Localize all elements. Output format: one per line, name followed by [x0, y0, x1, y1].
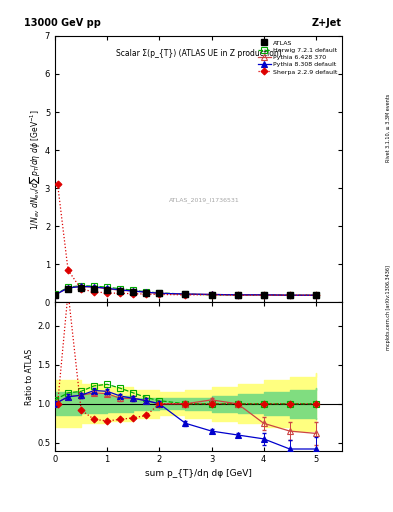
Herwig 7.2.1 default: [79, 283, 83, 289]
Text: mcplots.cern.ch [arXiv:1306.3436]: mcplots.cern.ch [arXiv:1306.3436]: [386, 265, 391, 350]
Text: 13000 GeV pp: 13000 GeV pp: [24, 18, 101, 28]
Herwig 7.2.1 default: [183, 291, 188, 297]
Pythia 6.428 370: [235, 292, 240, 298]
Pythia 6.428 370: [53, 292, 57, 298]
Pythia 8.308 default: [131, 288, 136, 294]
Herwig 7.2.1 default: [53, 291, 57, 297]
X-axis label: sum p_{T}/dη dφ [GeV]: sum p_{T}/dη dφ [GeV]: [145, 468, 252, 478]
Text: Z+Jet: Z+Jet: [312, 18, 342, 28]
Pythia 8.308 default: [157, 290, 162, 296]
Pythia 6.428 370: [287, 292, 292, 298]
Herwig 7.2.1 default: [92, 283, 97, 289]
Text: Scalar Σ(p_{T}) (ATLAS UE in Z production): Scalar Σ(p_{T}) (ATLAS UE in Z productio…: [116, 49, 281, 58]
Sherpa 2.2.9 default: [287, 292, 292, 298]
Pythia 6.428 370: [66, 285, 70, 291]
Pythia 8.308 default: [79, 283, 83, 289]
Pythia 8.308 default: [261, 292, 266, 298]
Pythia 8.308 default: [105, 285, 110, 291]
Sherpa 2.2.9 default: [131, 291, 136, 297]
Pythia 8.308 default: [144, 289, 149, 295]
Pythia 6.428 370: [314, 292, 318, 298]
Pythia 6.428 370: [183, 291, 188, 297]
Sherpa 2.2.9 default: [105, 290, 110, 296]
Herwig 7.2.1 default: [131, 287, 136, 293]
Sherpa 2.2.9 default: [209, 292, 214, 298]
Sherpa 2.2.9 default: [157, 291, 162, 297]
Pythia 6.428 370: [79, 283, 83, 289]
Herwig 7.2.1 default: [118, 286, 123, 292]
Herwig 7.2.1 default: [261, 292, 266, 298]
Sherpa 2.2.9 default: [118, 290, 123, 296]
Line: Sherpa 2.2.9 default: Sherpa 2.2.9 default: [55, 182, 318, 297]
Herwig 7.2.1 default: [287, 292, 292, 298]
Pythia 8.308 default: [53, 292, 57, 298]
Sherpa 2.2.9 default: [235, 292, 240, 298]
Herwig 7.2.1 default: [235, 292, 240, 298]
Sherpa 2.2.9 default: [144, 291, 149, 297]
Pythia 6.428 370: [209, 291, 214, 297]
Sherpa 2.2.9 default: [66, 267, 70, 273]
Y-axis label: Ratio to ATLAS: Ratio to ATLAS: [25, 349, 34, 404]
Text: ATLAS_2019_I1736531: ATLAS_2019_I1736531: [169, 197, 240, 203]
Sherpa 2.2.9 default: [92, 289, 97, 295]
Sherpa 2.2.9 default: [261, 292, 266, 298]
Pythia 6.428 370: [105, 286, 110, 292]
Herwig 7.2.1 default: [209, 292, 214, 298]
Line: Pythia 6.428 370: Pythia 6.428 370: [52, 284, 319, 298]
Sherpa 2.2.9 default: [79, 286, 83, 292]
Pythia 8.308 default: [235, 292, 240, 298]
Sherpa 2.2.9 default: [55, 181, 60, 187]
Pythia 6.428 370: [157, 290, 162, 296]
Herwig 7.2.1 default: [157, 290, 162, 296]
Herwig 7.2.1 default: [144, 289, 149, 295]
Text: Rivet 3.1.10, ≥ 3.3M events: Rivet 3.1.10, ≥ 3.3M events: [386, 94, 391, 162]
Sherpa 2.2.9 default: [183, 292, 188, 298]
Y-axis label: $1/N_{ev}\ dN_{ev}/d\sum p_T/d\eta\ d\phi$ [GeV$^{-1}$]: $1/N_{ev}\ dN_{ev}/d\sum p_T/d\eta\ d\ph…: [28, 109, 42, 229]
Pythia 6.428 370: [92, 284, 97, 290]
Pythia 8.308 default: [118, 287, 123, 293]
Pythia 6.428 370: [118, 287, 123, 293]
Pythia 8.308 default: [183, 291, 188, 297]
Pythia 8.308 default: [287, 292, 292, 298]
Pythia 6.428 370: [131, 288, 136, 294]
Pythia 6.428 370: [144, 289, 149, 295]
Herwig 7.2.1 default: [105, 284, 110, 290]
Sherpa 2.2.9 default: [314, 292, 318, 298]
Legend: ATLAS, Herwig 7.2.1 default, Pythia 6.428 370, Pythia 8.308 default, Sherpa 2.2.: ATLAS, Herwig 7.2.1 default, Pythia 6.42…: [256, 38, 340, 77]
Herwig 7.2.1 default: [314, 292, 318, 298]
Pythia 8.308 default: [209, 291, 214, 297]
Herwig 7.2.1 default: [66, 284, 70, 290]
Line: Herwig 7.2.1 default: Herwig 7.2.1 default: [52, 283, 319, 298]
Pythia 6.428 370: [261, 292, 266, 298]
Line: Pythia 8.308 default: Pythia 8.308 default: [52, 284, 319, 298]
Pythia 8.308 default: [66, 285, 70, 291]
Pythia 8.308 default: [314, 292, 318, 298]
Pythia 8.308 default: [92, 284, 97, 290]
